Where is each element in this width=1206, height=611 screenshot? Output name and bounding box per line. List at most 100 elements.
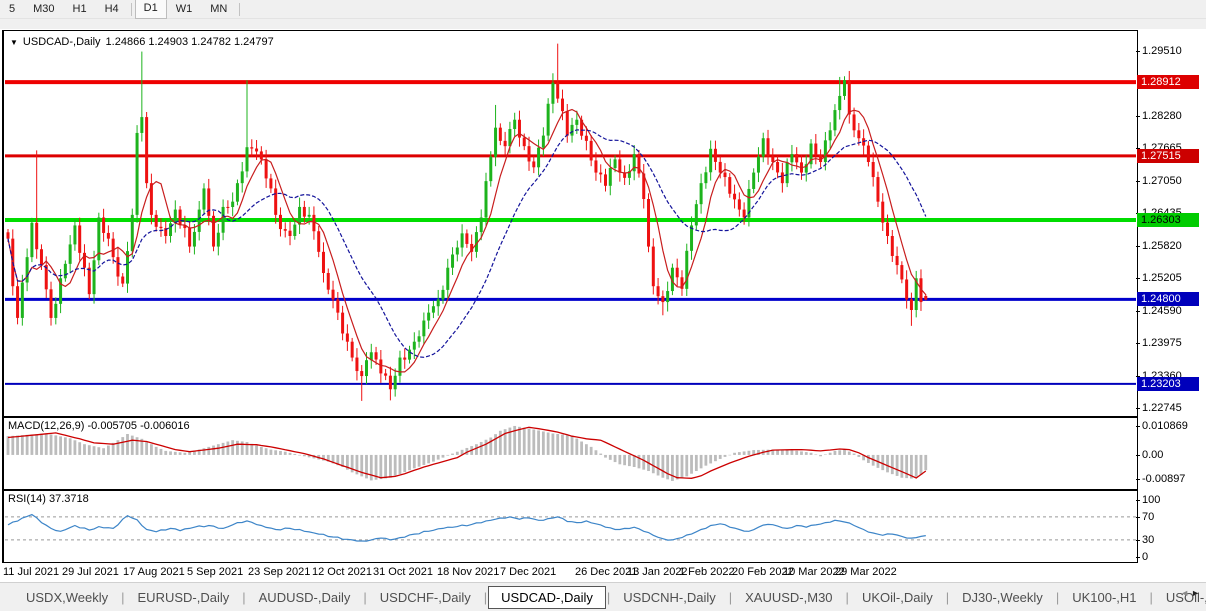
price-tag-1.26303: 1.26303 (1137, 213, 1199, 227)
price-tag-1.28912: 1.28912 (1137, 75, 1199, 89)
rsi-line (7, 513, 926, 542)
date-axis-label: 5 Sep 2021 (187, 566, 244, 578)
timeframe-button-MN[interactable]: MN (210, 3, 228, 15)
macd-signal-line (7, 426, 927, 479)
price-axis-tick (1136, 376, 1140, 377)
macd-axis-tick (1136, 479, 1140, 480)
macd-indicator-label: MACD(12,26,9) -0.005705 -0.006016 (8, 420, 190, 432)
price-axis-tick (1136, 51, 1140, 52)
timeframe-toolbar: 5 M30 H1 H4 D1 W1 MN (0, 0, 1206, 19)
price-axis-tick (1136, 181, 1140, 182)
timeframe-button-H4[interactable]: H4 (104, 3, 119, 15)
price-tag-1.24800: 1.24800 (1137, 292, 1199, 306)
price-axis-tick (1136, 116, 1140, 117)
macd-axis-label: 0.010869 (1142, 420, 1188, 432)
price-axis-label: 1.23975 (1142, 337, 1182, 349)
date-axis-label: 13 Jan 2022 (627, 566, 688, 578)
date-axis-label: 26 Dec 2021 (575, 566, 638, 578)
tab-usdcnh-daily[interactable]: USDCNH-,Daily (623, 589, 716, 605)
macd-axis-label: -0.00897 (1142, 473, 1186, 485)
tab-scroll-arrows: ◄► (1180, 588, 1202, 598)
date-axis-label: 29 Mar 2022 (835, 566, 897, 578)
price-axis-tick (1136, 343, 1140, 344)
price-axis-tick (1136, 311, 1140, 312)
tab-xauusd-m30[interactable]: XAUUSD-,M30 (745, 589, 833, 605)
timeframe-button-5[interactable]: 5 (9, 3, 16, 15)
tab-usdcad-daily[interactable]: USDCAD-,Daily (488, 585, 606, 609)
tab-separator: | (483, 589, 488, 605)
price-tag-1.27515: 1.27515 (1137, 149, 1199, 163)
ma-fast-line (7, 108, 927, 373)
tab-scroll-left-icon[interactable]: ◄ (1180, 588, 1192, 598)
tab-separator: | (728, 589, 733, 605)
tab-ukoil-daily[interactable]: UKOil-,Daily (861, 589, 933, 605)
macd-axis-tick (1136, 455, 1140, 456)
rsi-axis-label: 0 (1142, 551, 1149, 563)
date-axis-label: 17 Aug 2021 (123, 566, 185, 578)
price-axis-label: 1.22745 (1142, 402, 1182, 414)
rsi-axis-label: 30 (1142, 534, 1155, 546)
rsi-indicator-label: RSI(14) 37.3718 (8, 493, 89, 505)
chart-symbol-label: USDCAD-,Daily (22, 36, 101, 48)
price-axis-label: 1.29510 (1142, 45, 1182, 57)
ma-slow-line (7, 129, 927, 358)
symbol-dropdown-icon[interactable]: ▼ (10, 37, 18, 47)
rsi-axis-tick (1136, 557, 1140, 558)
date-axis-label: 10 Mar 2022 (783, 566, 845, 578)
price-axis-tick (1136, 148, 1140, 149)
tab-separator: | (945, 589, 950, 605)
toolbar-separator (239, 2, 241, 16)
chart-ohlc-values: 1.24866 1.24903 1.24782 1.24797 (105, 36, 274, 48)
tab-audusd-daily[interactable]: AUDUSD-,Daily (258, 589, 351, 605)
macd-panel[interactable] (2, 417, 1138, 490)
price-axis-tick (1136, 278, 1140, 279)
timeframe-button-D1[interactable]: D1 (134, 0, 167, 19)
date-axis-label: 18 Nov 2021 (437, 566, 500, 578)
chart-title: ▼ USDCAD-,Daily 1.24866 1.24903 1.24782 … (10, 36, 274, 48)
tab-separator: | (242, 589, 246, 605)
price-axis-label: 1.24590 (1142, 305, 1182, 317)
macd-values: -0.005705 -0.006016 (87, 420, 190, 432)
price-chart-panel[interactable] (2, 30, 1138, 417)
date-axis-label: 31 Oct 2021 (373, 566, 433, 578)
tab-separator: | (363, 589, 367, 605)
price-axis-label: 1.25205 (1142, 272, 1182, 284)
tab-separator: | (1055, 589, 1060, 605)
toolbar-separator (130, 2, 132, 16)
tab-usdchf-daily[interactable]: USDCHF-,Daily (379, 589, 471, 605)
date-axis-label: 12 Oct 2021 (312, 566, 372, 578)
rsi-axis-label: 70 (1142, 511, 1155, 523)
rsi-axis-tick (1136, 517, 1140, 518)
date-axis-label: 7 Dec 2021 (500, 566, 557, 578)
rsi-axis-label: 100 (1142, 494, 1161, 506)
tab-separator: | (845, 589, 849, 605)
symbol-tab-bar: USDX,Weekly | EURUSD-,Daily | AUDUSD-,Daily |… (0, 582, 1206, 611)
tab-separator: | (1149, 589, 1153, 605)
timeframe-button-M30[interactable]: M30 (33, 3, 55, 15)
date-axis-label: 11 Jul 2021 (3, 566, 60, 578)
rsi-axis-tick (1136, 540, 1140, 541)
tab-usoil-h1[interactable]: USOil-,H1 (1165, 589, 1206, 605)
rsi-value: 37.3718 (48, 493, 89, 505)
date-axis-label: 23 Sep 2021 (248, 566, 311, 578)
rsi-axis-tick (1136, 500, 1140, 501)
tab-uk100-h1[interactable]: UK100-,H1 (1072, 589, 1137, 605)
price-axis-label: 1.28280 (1142, 110, 1182, 122)
price-axis-label: 1.25820 (1142, 240, 1182, 252)
macd-axis-tick (1136, 426, 1140, 427)
tab-separator: | (121, 589, 125, 605)
date-axis-label: 20 Feb 2022 (732, 566, 794, 578)
macd-axis-label: 0.00 (1142, 449, 1164, 461)
tab-usdx-weekly[interactable]: USDX,Weekly (26, 589, 109, 605)
date-axis-label: 1 Feb 2022 (679, 566, 735, 578)
tab-dj30-weekly[interactable]: DJ30-,Weekly (962, 589, 1043, 605)
timeframe-button-H1[interactable]: H1 (72, 3, 87, 15)
date-axis-label: 29 Jul 2021 (62, 566, 119, 578)
price-axis-tick (1136, 246, 1140, 247)
tab-scroll-right-icon[interactable]: ► (1191, 588, 1202, 598)
rsi-panel[interactable] (2, 490, 1138, 563)
timeframe-button-W1[interactable]: W1 (175, 3, 193, 15)
tab-eurusd-daily[interactable]: EURUSD-,Daily (137, 589, 230, 605)
